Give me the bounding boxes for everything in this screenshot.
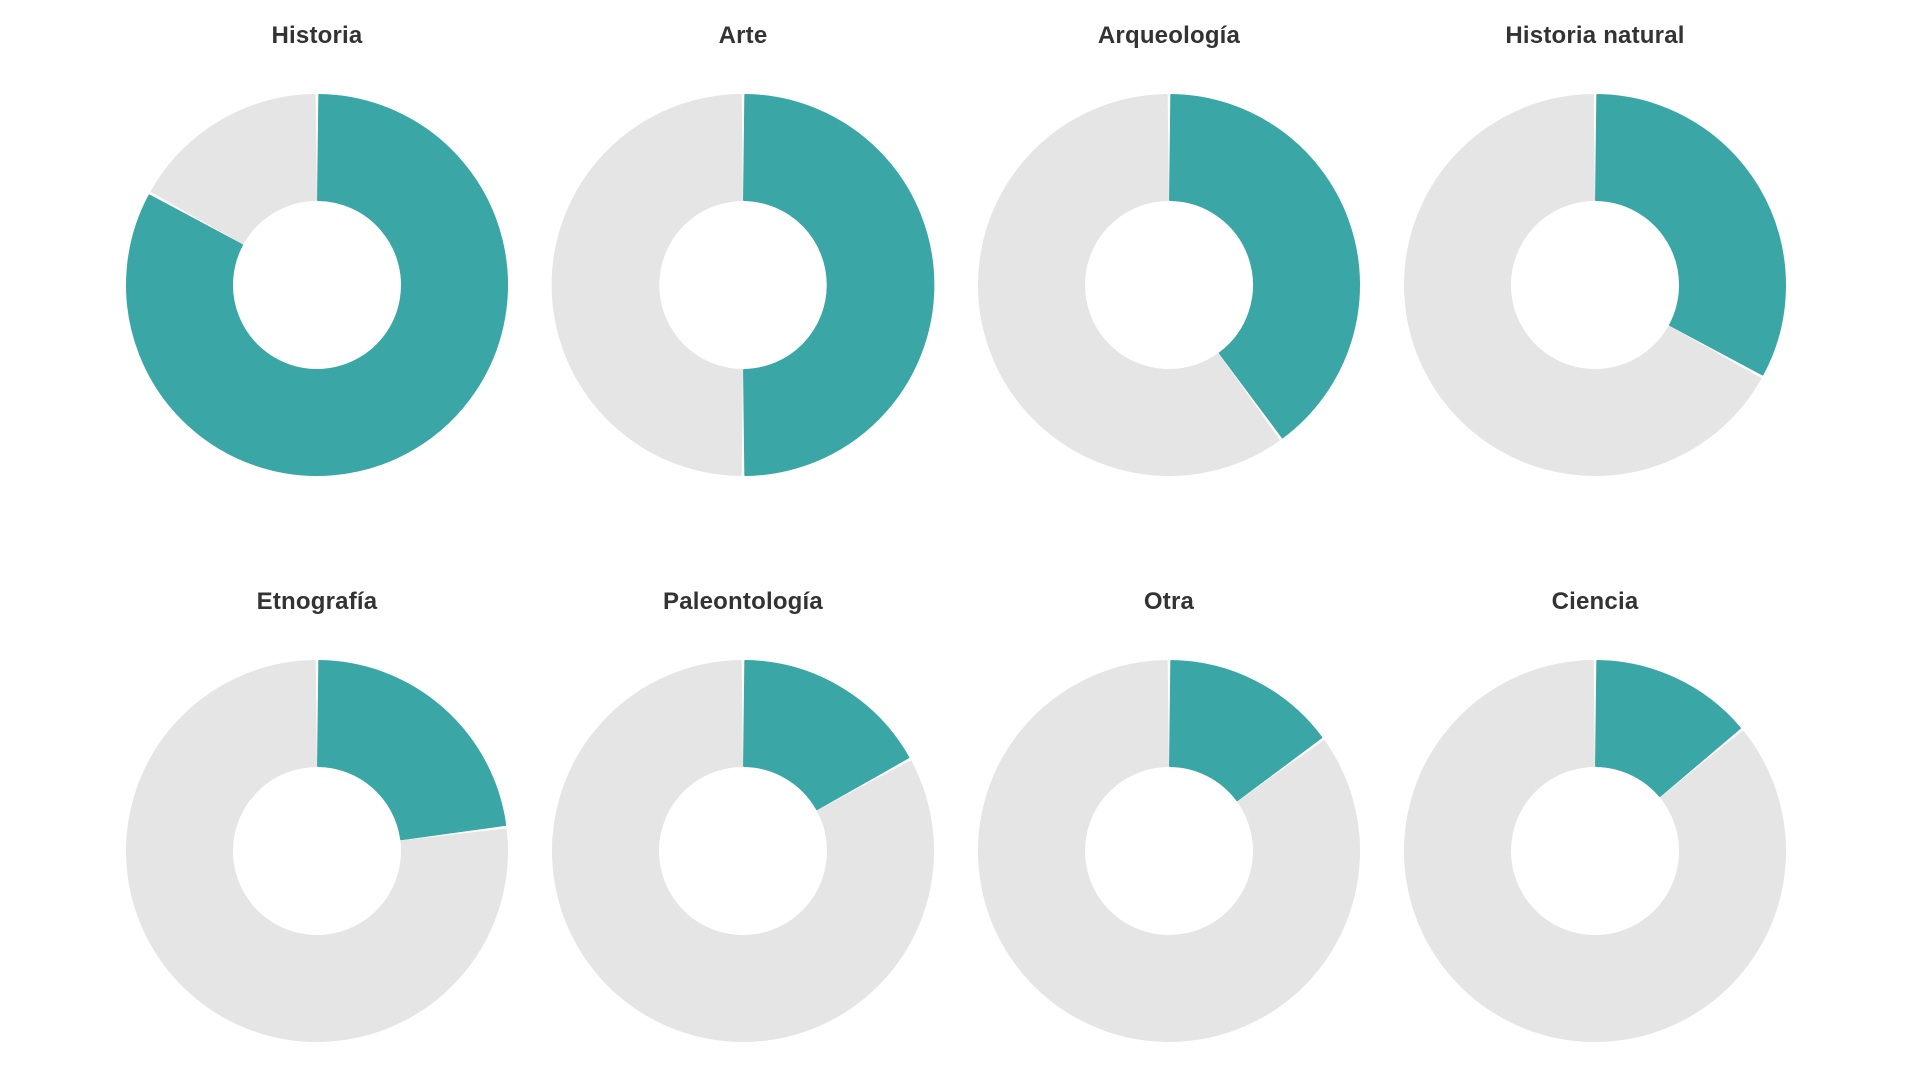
donut-slice-remainder — [552, 660, 934, 1042]
donut-chart — [978, 660, 1360, 1042]
donut-slice-value — [317, 660, 507, 841]
donut-chart — [551, 94, 935, 476]
chart-title: Arqueología — [1097, 22, 1241, 49]
donut-slice-remainder — [126, 660, 508, 1042]
chart-title: Arte — [718, 22, 768, 49]
donut-chart — [126, 660, 508, 1042]
donut-slice-value — [1169, 94, 1360, 439]
donut-slice-value — [743, 94, 935, 476]
chart-title: Ciencia — [1551, 588, 1639, 615]
donut-panel: Arqueología — [956, 0, 1382, 520]
donut-panel: Ciencia — [1382, 566, 1808, 1086]
donut-slice-remainder — [978, 94, 1280, 476]
donut-slice-value — [1169, 660, 1323, 802]
donut-panel: Paleontología — [530, 566, 956, 1086]
donut-panel: Otra — [956, 566, 1382, 1086]
chart-title: Paleontología — [663, 588, 823, 615]
chart-title: Etnografía — [256, 588, 378, 615]
donut-chart — [978, 94, 1360, 476]
donut-slice-value — [126, 94, 508, 476]
donut-slice-value — [1595, 660, 1741, 798]
donut-chart — [126, 94, 508, 476]
donut-slice-remainder — [150, 94, 317, 245]
donut-panel: Historia natural — [1382, 0, 1808, 520]
donut-chart — [1404, 660, 1786, 1042]
donut-slice-value — [1595, 94, 1786, 376]
donut-panel: Historia — [104, 0, 530, 520]
chart-title: Otra — [1143, 588, 1195, 615]
donut-slice-value — [743, 660, 910, 811]
donut-chart — [552, 660, 934, 1042]
chart-title: Historia natural — [1505, 22, 1685, 49]
donut-slice-remainder — [1404, 660, 1786, 1042]
donut-slice-remainder — [551, 94, 743, 476]
donut-chart — [1404, 94, 1786, 476]
donut-slice-remainder — [1404, 94, 1762, 476]
donut-slice-remainder — [978, 660, 1360, 1042]
chart-title: Historia — [271, 22, 363, 49]
donut-panel: Etnografía — [104, 566, 530, 1086]
donut-panel: Arte — [530, 0, 956, 520]
